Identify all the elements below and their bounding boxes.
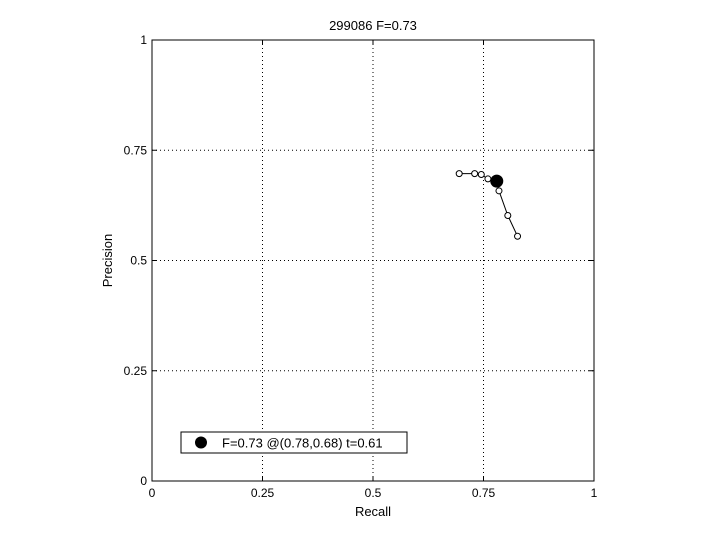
y-tick-label: 0.5: [130, 254, 147, 268]
x-tick-label: 0.5: [365, 486, 382, 500]
y-tick-label: 0.75: [124, 143, 148, 157]
data-point: [484, 175, 492, 183]
x-tick-label: 0.25: [251, 486, 275, 500]
data-point: [514, 232, 522, 240]
chart-title: 299086 F=0.73: [329, 18, 417, 33]
legend-entry-label: F=0.73 @(0.78,0.68) t=0.61: [222, 436, 383, 451]
grid: [152, 40, 594, 481]
axis-ticks: 0 0.25 0.5 0.75 1 0 0.25 0.5 0.75 1: [124, 33, 598, 500]
data-point: [477, 171, 485, 179]
data-point: [455, 170, 463, 178]
legend: F=0.73 @(0.78,0.68) t=0.61: [180, 431, 408, 454]
x-axis-label: Recall: [355, 504, 391, 519]
data-point: [495, 187, 503, 195]
y-tick-label: 0: [140, 474, 147, 488]
x-tick-label: 0.75: [472, 486, 496, 500]
y-tick-label: 0.25: [124, 364, 148, 378]
legend-box: [180, 431, 408, 454]
series: [455, 170, 522, 240]
best-f-point: [490, 174, 504, 188]
y-tick-label: 1: [140, 33, 147, 47]
x-tick-label: 1: [591, 486, 598, 500]
data-point: [504, 212, 512, 220]
x-tick-label: 0: [149, 486, 156, 500]
y-axis-label: Precision: [100, 234, 115, 287]
data-point: [471, 170, 479, 178]
legend-marker: [195, 436, 207, 449]
